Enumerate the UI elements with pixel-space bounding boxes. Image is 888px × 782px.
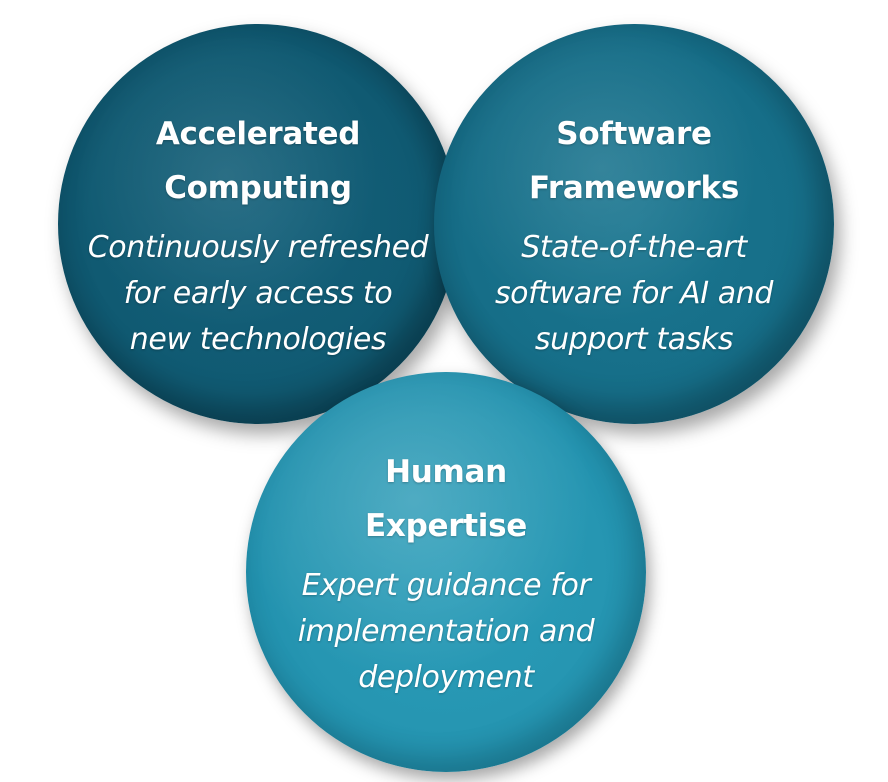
description-line: Continuously refreshed [87,230,429,265]
title-line: Human [385,454,507,490]
title-line: Computing [164,170,352,206]
software-frameworks-title: Software Frameworks [434,107,834,215]
accelerated-computing-description: Continuously refreshed for early access … [58,225,458,363]
description-line: Expert guidance for [301,568,591,603]
title-line: Accelerated [155,116,361,152]
human-expertise-description: Expert guidance for implementation and d… [246,563,646,701]
description-line: support tasks [534,322,734,357]
title-line: Expertise [365,508,527,544]
description-line: software for AI and [494,276,774,311]
description-line: for early access to [123,276,393,311]
human-expertise-title: Human Expertise [246,445,646,553]
description-line: deployment [358,660,534,695]
software-frameworks-description: State-of-the-art software for AI and sup… [434,225,834,363]
accelerated-computing-title: Accelerated Computing [58,107,458,215]
description-line: implementation and [297,614,595,649]
title-line: Frameworks [528,170,740,206]
description-line: new technologies [129,322,387,357]
description-line: State-of-the-art [521,230,747,265]
software-frameworks-circle: Software Frameworks State-of-the-art sof… [434,24,834,424]
title-line: Software [556,116,712,152]
accelerated-computing-circle: Accelerated Computing Continuously refre… [58,24,458,424]
human-expertise-circle: Human Expertise Expert guidance for impl… [246,372,646,772]
